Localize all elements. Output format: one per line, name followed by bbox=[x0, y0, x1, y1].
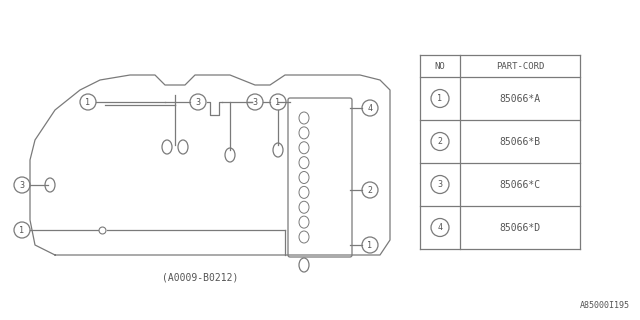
Text: (A0009-B0212): (A0009-B0212) bbox=[162, 273, 238, 283]
Text: 4: 4 bbox=[367, 103, 372, 113]
Text: 1: 1 bbox=[19, 226, 24, 235]
Text: 1: 1 bbox=[367, 241, 372, 250]
Text: 1: 1 bbox=[86, 98, 90, 107]
Text: A85000I195: A85000I195 bbox=[580, 301, 630, 310]
Text: 85066*C: 85066*C bbox=[499, 180, 541, 189]
Text: 85066*D: 85066*D bbox=[499, 222, 541, 233]
Text: 2: 2 bbox=[438, 137, 442, 146]
Text: 3: 3 bbox=[19, 180, 24, 189]
Text: 3: 3 bbox=[438, 180, 442, 189]
Text: 1: 1 bbox=[438, 94, 442, 103]
Text: 85066*A: 85066*A bbox=[499, 93, 541, 103]
Text: PART-CORD: PART-CORD bbox=[496, 61, 544, 70]
Text: 3: 3 bbox=[195, 98, 200, 107]
Text: 2: 2 bbox=[367, 186, 372, 195]
Text: 3: 3 bbox=[253, 98, 257, 107]
Text: NO: NO bbox=[435, 61, 445, 70]
Text: 85066*B: 85066*B bbox=[499, 137, 541, 147]
Text: 1: 1 bbox=[275, 98, 280, 107]
Text: 4: 4 bbox=[438, 223, 442, 232]
